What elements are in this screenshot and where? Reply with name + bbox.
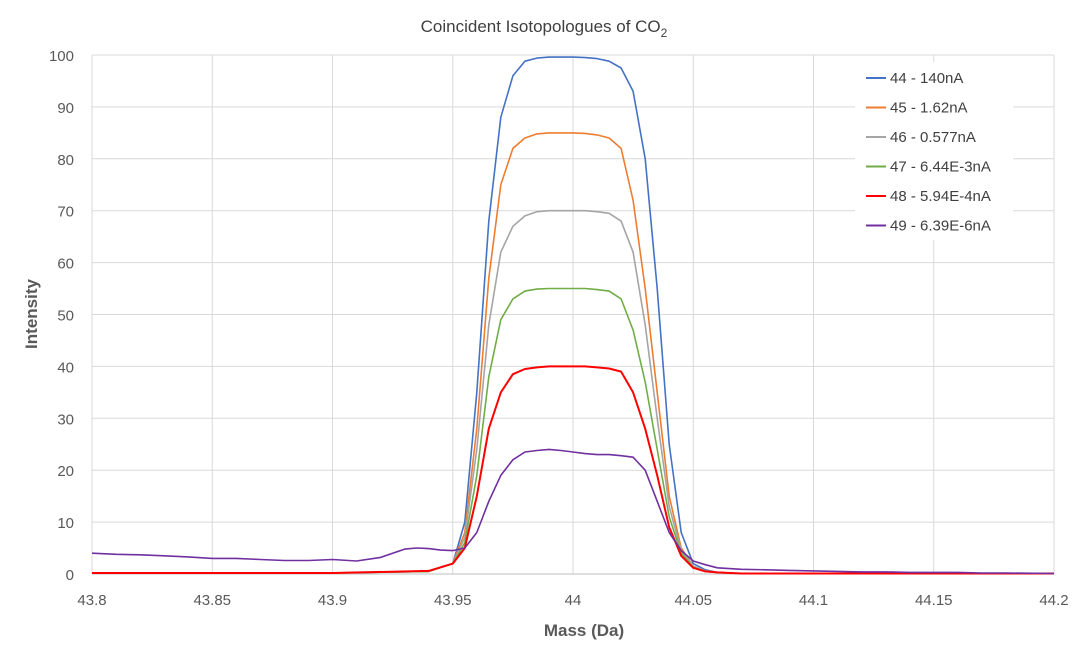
legend-background xyxy=(855,62,1013,240)
x-tick-label: 43.8 xyxy=(77,592,106,609)
x-tick-label: 43.85 xyxy=(193,592,231,609)
y-tick-labels: 0 10 20 30 40 50 60 70 80 90 100 xyxy=(49,48,74,584)
y-tick-label: 90 xyxy=(57,100,74,117)
y-tick-label: 0 xyxy=(66,567,74,584)
series-line-1 xyxy=(92,56,1054,575)
legend-label-3: 46 - 0.577nA xyxy=(890,129,976,146)
series-lines xyxy=(91,56,1055,575)
y-tick-label: 50 xyxy=(57,308,74,325)
chart-title-subscript: 2 xyxy=(661,26,668,40)
x-tick-label: 43.95 xyxy=(434,592,472,609)
legend-label-4: 47 - 6.44E-3nA xyxy=(890,159,991,176)
y-tick-label: 80 xyxy=(57,152,74,169)
x-tick-label: 44.2 xyxy=(1039,592,1068,609)
y-tick-label: 70 xyxy=(57,204,74,221)
series-line-3 xyxy=(92,209,1054,575)
chart-title: Coincident Isotopologues of CO2 xyxy=(421,17,668,40)
y-tick-label: 100 xyxy=(49,48,74,65)
x-tick-label: 43.9 xyxy=(318,592,347,609)
legend-label-2: 45 - 1.62nA xyxy=(890,100,968,117)
legend: 44 - 140nA 45 - 1.62nA 46 - 0.577nA 47 - 6.… xyxy=(855,62,1013,240)
y-axis-label: Intensity xyxy=(22,279,41,349)
legend-label-5: 48 - 5.94E-4nA xyxy=(890,188,991,205)
legend-label-6: 49 - 6.39E-6nA xyxy=(890,218,991,235)
x-tick-labels: 43.8 43.85 43.9 43.95 44 44.05 44.1 44.15 44.2 xyxy=(77,592,1068,609)
x-tick-label: 44.15 xyxy=(915,592,953,609)
x-axis-label: Mass (Da) xyxy=(544,621,624,640)
y-tick-label: 20 xyxy=(57,463,74,480)
series-line-6 xyxy=(91,448,1055,575)
y-tick-label: 40 xyxy=(57,359,74,376)
series-line-5 xyxy=(92,365,1054,575)
x-tick-label: 44.1 xyxy=(799,592,828,609)
y-tick-label: 30 xyxy=(57,411,74,428)
y-tick-label: 10 xyxy=(57,515,74,532)
chart-title-main: Coincident Isotopologues of CO xyxy=(421,17,661,36)
x-tick-label: 44 xyxy=(565,592,582,609)
x-tick-label: 44.05 xyxy=(674,592,712,609)
legend-label-1: 44 - 140nA xyxy=(890,70,963,87)
y-tick-label: 60 xyxy=(57,256,74,273)
